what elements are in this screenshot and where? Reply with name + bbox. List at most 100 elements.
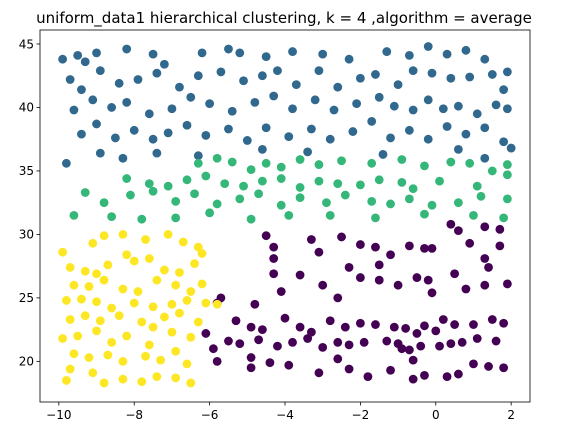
data-point-cluster-3 <box>103 350 113 360</box>
data-point-cluster-2 <box>465 158 475 168</box>
data-point-cluster-3 <box>144 254 154 263</box>
data-point-cluster-0 <box>386 365 395 375</box>
data-point-cluster-0 <box>446 219 456 229</box>
data-point-cluster-1 <box>303 147 313 157</box>
data-point-cluster-3 <box>65 364 75 374</box>
data-point-cluster-3 <box>197 249 207 258</box>
data-point-cluster-0 <box>269 242 279 252</box>
data-point-cluster-3 <box>58 247 68 257</box>
data-point-cluster-3 <box>65 315 75 324</box>
data-point-cluster-0 <box>295 322 305 332</box>
data-point-cluster-0 <box>393 280 403 290</box>
data-point-cluster-0 <box>438 315 448 324</box>
data-point-cluster-1 <box>344 54 354 64</box>
data-point-cluster-0 <box>254 335 264 345</box>
y-tick-label: 30 <box>19 228 34 242</box>
data-point-cluster-1 <box>461 129 471 139</box>
data-point-cluster-1 <box>499 137 509 147</box>
data-point-cluster-0 <box>487 315 497 324</box>
data-point-cluster-0 <box>201 329 211 338</box>
data-point-cluster-1 <box>186 92 196 102</box>
data-point-cluster-0 <box>450 320 460 329</box>
data-point-cluster-1 <box>502 104 512 114</box>
data-point-cluster-1 <box>148 49 158 59</box>
data-point-cluster-1 <box>95 148 105 158</box>
data-point-cluster-1 <box>506 143 516 153</box>
data-point-cluster-0 <box>295 270 305 280</box>
data-point-cluster-3 <box>73 331 83 341</box>
data-point-cluster-2 <box>420 209 429 219</box>
data-point-cluster-3 <box>103 260 113 270</box>
data-point-cluster-2 <box>367 158 377 168</box>
data-point-cluster-1 <box>348 127 358 136</box>
data-point-cluster-2 <box>502 160 512 169</box>
data-point-cluster-3 <box>137 377 147 387</box>
data-point-cluster-1 <box>235 48 245 58</box>
data-point-cluster-3 <box>212 299 222 309</box>
data-point-cluster-3 <box>107 303 117 313</box>
y-tick-label: 25 <box>19 291 34 305</box>
data-point-cluster-2 <box>239 181 248 191</box>
data-point-cluster-1 <box>159 59 169 69</box>
data-point-cluster-3 <box>159 312 169 322</box>
data-point-cluster-3 <box>88 238 98 248</box>
data-point-cluster-0 <box>491 336 501 346</box>
data-point-cluster-3 <box>88 368 98 378</box>
data-point-cluster-1 <box>92 119 101 129</box>
data-point-cluster-0 <box>265 358 275 368</box>
data-point-cluster-1 <box>314 66 324 76</box>
data-point-cluster-1 <box>61 158 71 168</box>
data-point-cluster-0 <box>401 323 411 333</box>
data-point-cluster-1 <box>461 45 471 55</box>
data-point-cluster-2 <box>227 157 237 167</box>
data-point-cluster-1 <box>216 67 226 77</box>
x-tick-label: −6 <box>201 408 219 422</box>
data-point-cluster-2 <box>171 213 181 223</box>
data-point-cluster-0 <box>450 269 460 279</box>
data-point-cluster-3 <box>92 269 101 279</box>
data-point-cluster-3 <box>178 237 188 247</box>
data-point-cluster-1 <box>502 67 512 77</box>
data-point-cluster-2 <box>163 181 173 191</box>
y-tick-label: 45 <box>19 37 34 51</box>
data-point-cluster-3 <box>175 308 184 318</box>
data-point-cluster-2 <box>371 213 380 223</box>
data-point-cluster-3 <box>171 280 181 290</box>
data-point-cluster-0 <box>431 326 441 336</box>
data-point-cluster-3 <box>182 359 192 369</box>
data-point-cluster-3 <box>118 284 128 294</box>
data-point-cluster-1 <box>239 76 248 86</box>
data-point-cluster-0 <box>420 243 429 253</box>
data-point-cluster-1 <box>107 103 117 112</box>
data-point-cluster-1 <box>175 82 184 92</box>
data-point-cluster-3 <box>152 372 162 382</box>
data-point-cluster-3 <box>122 250 132 260</box>
data-point-cluster-0 <box>502 279 512 289</box>
data-point-cluster-1 <box>329 105 339 115</box>
data-point-cluster-0 <box>453 369 463 379</box>
data-point-cluster-3 <box>141 351 150 361</box>
data-point-cluster-0 <box>333 293 343 303</box>
data-point-cluster-1 <box>73 50 83 60</box>
data-point-cluster-1 <box>250 97 260 107</box>
data-point-cluster-1 <box>205 99 215 109</box>
data-point-cluster-1 <box>122 44 132 54</box>
data-point-cluster-3 <box>129 256 139 266</box>
data-point-cluster-1 <box>480 123 490 133</box>
data-point-cluster-2 <box>404 194 414 204</box>
data-point-cluster-1 <box>393 80 403 89</box>
data-point-cluster-3 <box>118 356 128 366</box>
data-point-cluster-1 <box>423 95 433 105</box>
data-point-cluster-2 <box>502 170 512 180</box>
data-point-cluster-3 <box>99 275 109 285</box>
data-point-cluster-1 <box>77 129 86 139</box>
data-point-cluster-1 <box>80 57 90 67</box>
data-point-cluster-0 <box>306 235 316 244</box>
data-point-cluster-1 <box>427 68 437 78</box>
data-point-cluster-0 <box>337 232 346 242</box>
chart-title: uniform_data1 hierarchical clustering, k… <box>36 9 532 28</box>
data-point-cluster-3 <box>114 311 124 321</box>
data-point-cluster-2 <box>322 198 331 208</box>
data-point-cluster-0 <box>318 280 328 290</box>
data-point-cluster-2 <box>69 210 79 220</box>
